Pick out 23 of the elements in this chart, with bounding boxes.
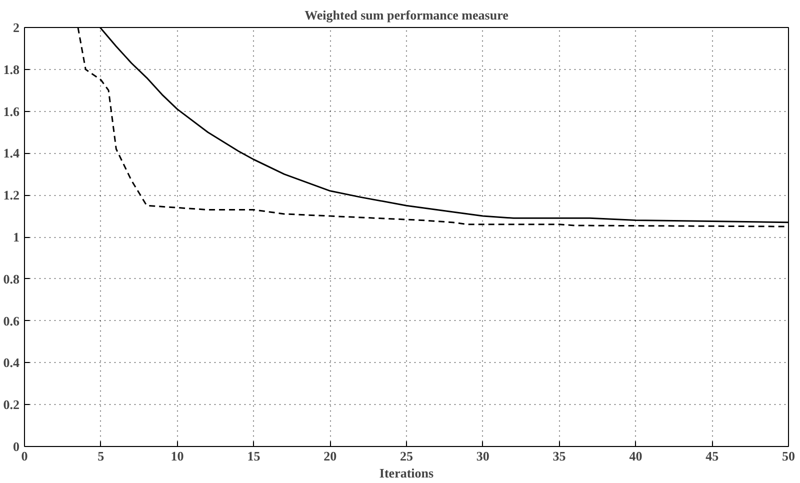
- y-tick-label: 2: [13, 20, 20, 35]
- x-tick-label: 5: [98, 448, 105, 464]
- x-tick-label: 40: [629, 448, 642, 464]
- x-tick-label: 50: [782, 448, 795, 464]
- y-tick-label: 1.6: [3, 104, 20, 119]
- x-tick-label: 30: [476, 448, 490, 464]
- y-tick-label: 0.8: [3, 271, 20, 286]
- y-tick-label: 1: [13, 230, 20, 244]
- x-tick-label: 25: [400, 448, 414, 464]
- y-tick-label: 0.6: [3, 313, 20, 328]
- y-tick-label: 0.2: [3, 397, 20, 412]
- y-tick-label: 1.4: [3, 146, 20, 161]
- y-tick-label: 0.4: [3, 355, 20, 370]
- x-axis-title: Iterations: [379, 466, 434, 480]
- y-tick-label: 1.8: [3, 62, 20, 77]
- y-tick-label: 0: [13, 439, 20, 454]
- x-tick-label: 35: [552, 448, 566, 464]
- x-tick-label: 20: [324, 448, 337, 464]
- chart-title: Weighted sum performance measure: [304, 8, 509, 22]
- x-tick-label: 10: [170, 448, 184, 464]
- x-tick-label: 15: [247, 448, 261, 464]
- x-tick-label: 45: [706, 448, 720, 464]
- y-tick-label: 1.2: [3, 188, 20, 203]
